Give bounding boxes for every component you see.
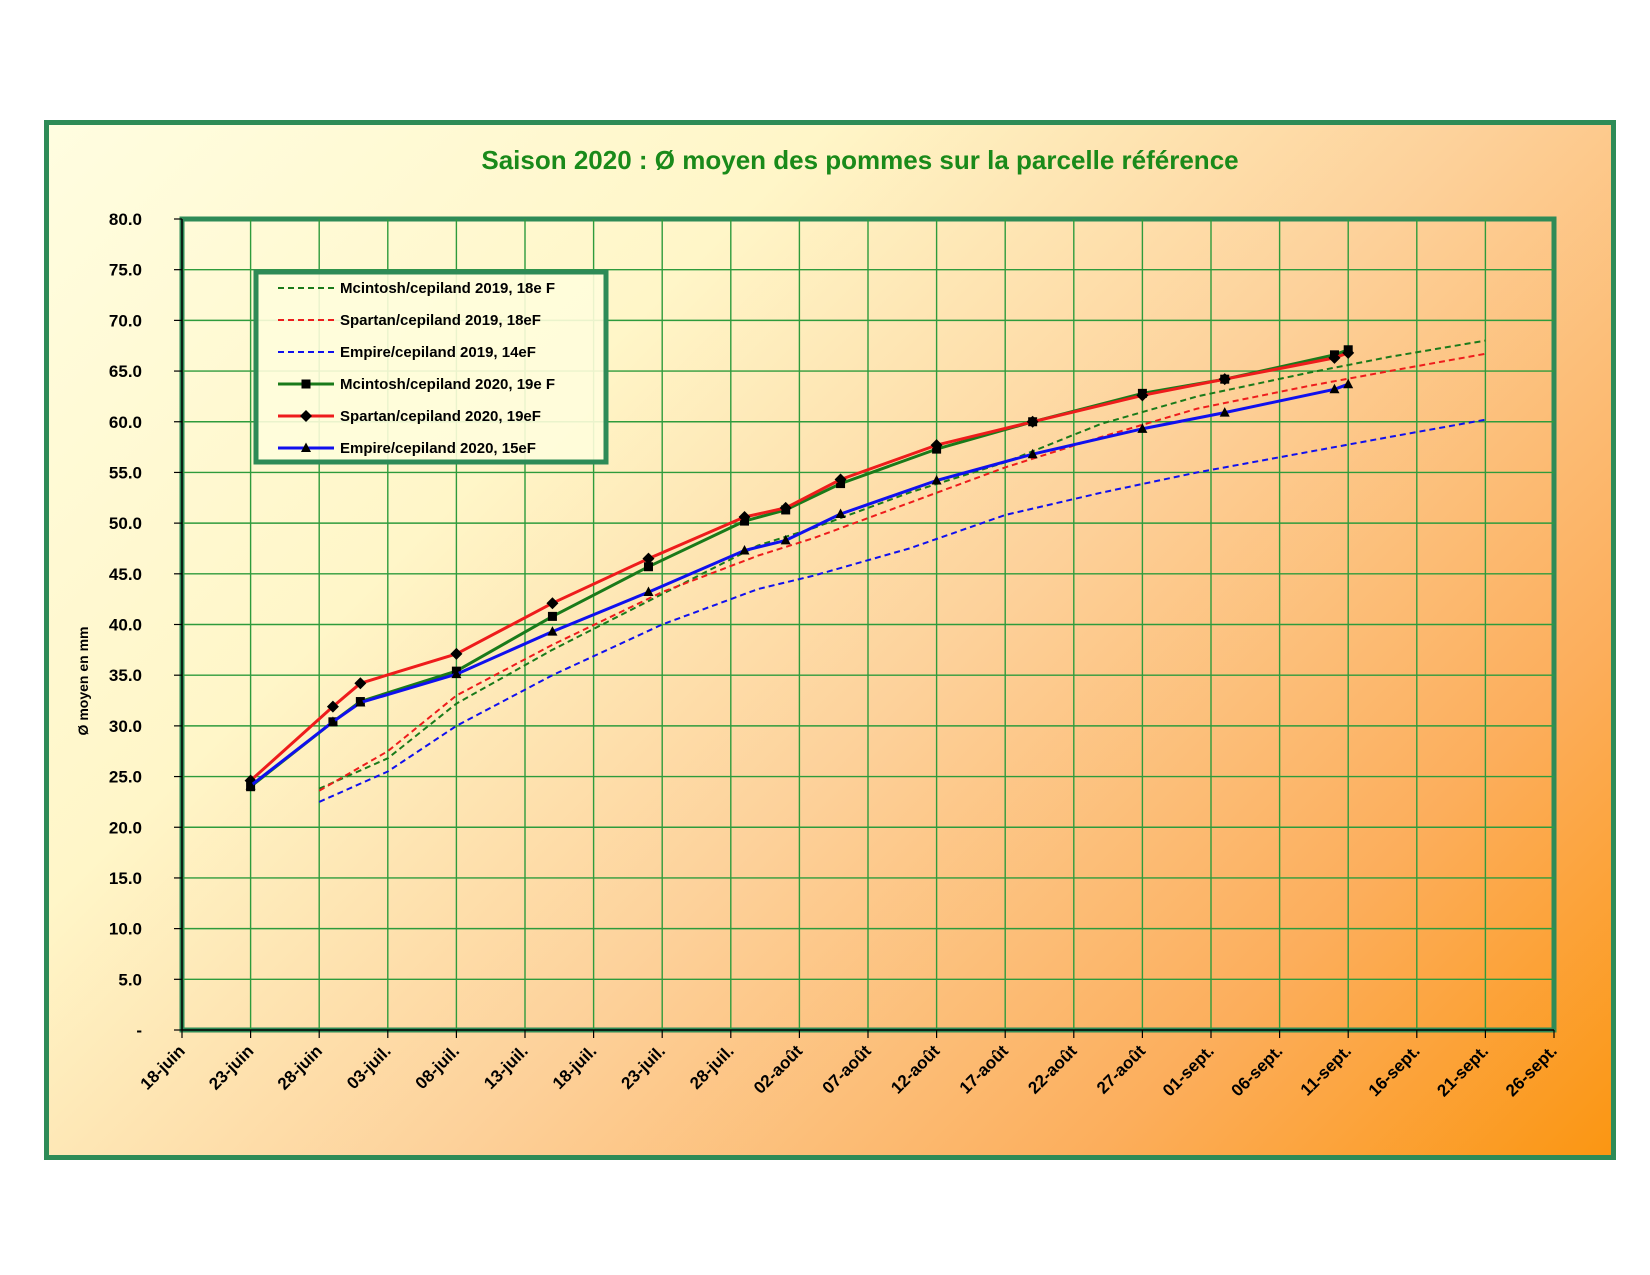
data-point-triangle bbox=[355, 697, 366, 707]
data-point-triangle bbox=[1137, 423, 1148, 433]
y-tick-label: 35.0 bbox=[109, 666, 142, 685]
series-line bbox=[318, 339, 1486, 790]
data-point-triangle bbox=[1219, 407, 1230, 417]
x-tick-label: 03-juil. bbox=[343, 1041, 395, 1093]
data-point-square bbox=[301, 379, 311, 389]
data-point-triangle bbox=[451, 668, 462, 679]
legend-label: Spartan/cepiland 2019, 18eF bbox=[340, 312, 541, 329]
series-line bbox=[318, 418, 1486, 803]
data-point-square bbox=[643, 562, 653, 572]
x-tick-label: 18-juil. bbox=[549, 1041, 601, 1093]
x-tick-label: 21-sept. bbox=[1433, 1041, 1492, 1100]
data-point-triangle bbox=[931, 475, 942, 485]
y-tick-label: 65.0 bbox=[109, 362, 142, 381]
x-tick-label: 16-sept. bbox=[1365, 1041, 1424, 1100]
y-axis-label: Ø moyen en mm bbox=[75, 627, 91, 736]
x-tick-label: 27-août bbox=[1093, 1041, 1149, 1097]
y-tick-label: 75.0 bbox=[109, 261, 142, 280]
x-tick-label: 26-sept. bbox=[1502, 1041, 1561, 1100]
data-point-diamond bbox=[1328, 351, 1341, 364]
data-point-triangle bbox=[547, 626, 558, 636]
data-point-diamond bbox=[642, 552, 655, 565]
x-tick-label: 23-juin bbox=[205, 1041, 257, 1093]
series-line bbox=[318, 352, 1486, 792]
x-tick-label: 11-sept. bbox=[1297, 1041, 1355, 1099]
y-tick-label: 20.0 bbox=[109, 818, 142, 837]
y-tick-label: 80.0 bbox=[109, 210, 142, 229]
data-point-triangle bbox=[780, 534, 791, 545]
x-tick-label: 18-juin bbox=[137, 1041, 189, 1093]
x-tick-label: 12-août bbox=[887, 1041, 943, 1097]
data-point-triangle bbox=[327, 716, 338, 726]
y-tick-label: 15.0 bbox=[109, 869, 142, 888]
data-point-diamond bbox=[300, 410, 312, 422]
legend-label: Mcintosh/cepiland 2019, 18e F bbox=[340, 280, 555, 297]
data-point-triangle bbox=[643, 586, 654, 597]
data-point-diamond bbox=[738, 511, 751, 524]
data-point-diamond bbox=[930, 439, 943, 452]
x-tick-label: 13-juil. bbox=[480, 1041, 532, 1093]
x-tick-label: 01-sept. bbox=[1159, 1041, 1218, 1100]
data-point-diamond bbox=[546, 597, 559, 610]
data-point-triangle bbox=[245, 780, 256, 790]
legend-label: Empire/cepiland 2019, 14eF bbox=[340, 344, 536, 361]
data-point-triangle bbox=[835, 508, 846, 519]
x-tick-label: 28-juil. bbox=[686, 1041, 738, 1093]
data-point-triangle bbox=[301, 442, 311, 452]
y-tick-label: 5.0 bbox=[118, 970, 142, 989]
data-point-diamond bbox=[834, 473, 847, 486]
y-tick-label: 50.0 bbox=[109, 514, 142, 533]
y-tick-label: 10.0 bbox=[109, 920, 142, 939]
data-point-diamond bbox=[1026, 415, 1039, 428]
x-tick-label: 28-juin bbox=[274, 1041, 326, 1093]
legend-label: Empire/cepiland 2020, 15eF bbox=[340, 440, 536, 457]
y-tick-label: 55.0 bbox=[109, 463, 142, 482]
legend-label: Spartan/cepiland 2020, 19eF bbox=[340, 408, 541, 425]
y-tick-label: 45.0 bbox=[109, 565, 142, 584]
data-point-triangle bbox=[739, 544, 750, 555]
y-tick-label: 70.0 bbox=[109, 311, 142, 330]
data-point-diamond bbox=[1136, 389, 1149, 402]
x-tick-label: 23-juil. bbox=[618, 1041, 670, 1093]
x-tick-label: 17-août bbox=[956, 1041, 1012, 1097]
data-point-triangle bbox=[1329, 383, 1340, 394]
x-tick-label: 07-août bbox=[819, 1041, 875, 1097]
x-tick-label: 22-août bbox=[1024, 1041, 1080, 1097]
data-point-diamond bbox=[779, 501, 792, 514]
data-point-diamond bbox=[326, 700, 339, 713]
data-point-diamond bbox=[450, 647, 463, 660]
y-tick-label: 30.0 bbox=[109, 717, 142, 736]
chart-title: Saison 2020 : Ø moyen des pommes sur la … bbox=[481, 145, 1238, 175]
x-tick-label: 06-sept. bbox=[1228, 1041, 1287, 1100]
data-point-triangle bbox=[1027, 448, 1038, 459]
legend: Mcintosh/cepiland 2019, 18e F Spartan/cep… bbox=[253, 269, 609, 465]
data-point-diamond bbox=[354, 677, 367, 690]
y-tick-label: 40.0 bbox=[109, 616, 142, 635]
legend-label: Mcintosh/cepiland 2020, 19e F bbox=[340, 376, 555, 393]
data-point-square bbox=[547, 611, 557, 621]
legend-box bbox=[253, 269, 609, 465]
y-tick-label: 60.0 bbox=[109, 413, 142, 432]
data-point-triangle bbox=[1343, 378, 1354, 389]
y-tick-label: - bbox=[136, 1021, 142, 1040]
x-tick-label: 08-juil. bbox=[412, 1041, 464, 1093]
data-point-diamond bbox=[1342, 346, 1355, 359]
x-tick-label: 02-août bbox=[750, 1041, 806, 1097]
data-point-diamond bbox=[1218, 373, 1231, 386]
y-tick-label: 25.0 bbox=[109, 768, 142, 787]
